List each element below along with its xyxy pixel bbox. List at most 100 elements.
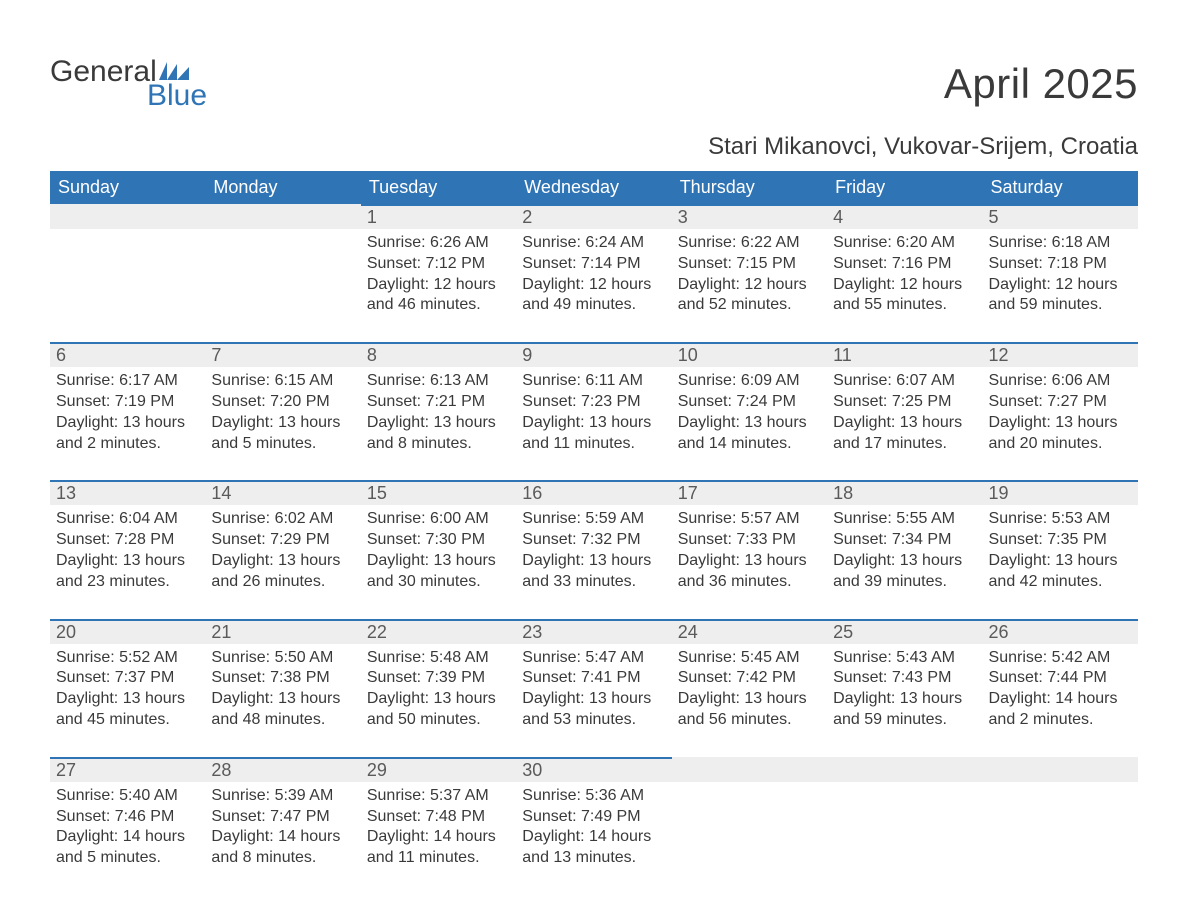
day-number: 27 [50, 757, 205, 782]
day-content: Sunrise: 6:26 AMSunset: 7:12 PMDaylight:… [361, 229, 516, 342]
day-content: Sunrise: 6:18 AMSunset: 7:18 PMDaylight:… [983, 229, 1138, 342]
day-number: 23 [516, 619, 671, 644]
daylight-line-2: and 20 minutes. [989, 434, 1132, 455]
day-content [50, 229, 205, 280]
day-content: Sunrise: 6:13 AMSunset: 7:21 PMDaylight:… [361, 367, 516, 480]
calendar-day-cell: 29Sunrise: 5:37 AMSunset: 7:48 PMDayligh… [361, 757, 516, 895]
sunset-line: Sunset: 7:15 PM [678, 254, 821, 275]
day-content: Sunrise: 5:59 AMSunset: 7:32 PMDaylight:… [516, 505, 671, 618]
calendar-header-row: SundayMondayTuesdayWednesdayThursdayFrid… [50, 171, 1138, 204]
sunset-line: Sunset: 7:42 PM [678, 668, 821, 689]
day-content: Sunrise: 6:00 AMSunset: 7:30 PMDaylight:… [361, 505, 516, 618]
daylight-line-1: Daylight: 13 hours [989, 551, 1132, 572]
day-content [672, 782, 827, 833]
daylight-line-1: Daylight: 13 hours [367, 413, 510, 434]
day-number [50, 204, 205, 229]
day-content: Sunrise: 5:57 AMSunset: 7:33 PMDaylight:… [672, 505, 827, 618]
calendar-day-cell: 15Sunrise: 6:00 AMSunset: 7:30 PMDayligh… [361, 480, 516, 618]
sunrise-line: Sunrise: 6:00 AM [367, 509, 510, 530]
daylight-line-2: and 33 minutes. [522, 572, 665, 593]
calendar-week-row: 20Sunrise: 5:52 AMSunset: 7:37 PMDayligh… [50, 619, 1138, 757]
daylight-line-2: and 5 minutes. [56, 848, 199, 869]
day-number: 25 [827, 619, 982, 644]
calendar-day-cell: 7Sunrise: 6:15 AMSunset: 7:20 PMDaylight… [205, 342, 360, 480]
daylight-line-2: and 53 minutes. [522, 710, 665, 731]
day-content: Sunrise: 5:42 AMSunset: 7:44 PMDaylight:… [983, 644, 1138, 757]
calendar-week-row: 1Sunrise: 6:26 AMSunset: 7:12 PMDaylight… [50, 204, 1138, 342]
sunset-line: Sunset: 7:43 PM [833, 668, 976, 689]
sunset-line: Sunset: 7:19 PM [56, 392, 199, 413]
sunrise-line: Sunrise: 5:53 AM [989, 509, 1132, 530]
day-content: Sunrise: 6:04 AMSunset: 7:28 PMDaylight:… [50, 505, 205, 618]
calendar-day-cell: 17Sunrise: 5:57 AMSunset: 7:33 PMDayligh… [672, 480, 827, 618]
daylight-line-1: Daylight: 12 hours [367, 275, 510, 296]
day-number: 2 [516, 204, 671, 229]
calendar-day-cell: 28Sunrise: 5:39 AMSunset: 7:47 PMDayligh… [205, 757, 360, 895]
daylight-line-1: Daylight: 13 hours [211, 413, 354, 434]
sunset-line: Sunset: 7:38 PM [211, 668, 354, 689]
daylight-line-2: and 8 minutes. [367, 434, 510, 455]
calendar-week-row: 13Sunrise: 6:04 AMSunset: 7:28 PMDayligh… [50, 480, 1138, 618]
day-number [983, 757, 1138, 782]
sunrise-line: Sunrise: 5:36 AM [522, 786, 665, 807]
calendar-day-cell [672, 757, 827, 895]
calendar-day-header: Sunday [50, 171, 205, 204]
day-number: 9 [516, 342, 671, 367]
sunrise-line: Sunrise: 6:24 AM [522, 233, 665, 254]
day-number: 14 [205, 480, 360, 505]
calendar-day-cell: 24Sunrise: 5:45 AMSunset: 7:42 PMDayligh… [672, 619, 827, 757]
sunrise-line: Sunrise: 6:26 AM [367, 233, 510, 254]
day-content [205, 229, 360, 280]
sunset-line: Sunset: 7:18 PM [989, 254, 1132, 275]
daylight-line-1: Daylight: 13 hours [367, 689, 510, 710]
sunset-line: Sunset: 7:24 PM [678, 392, 821, 413]
day-number [205, 204, 360, 229]
calendar-day-cell: 26Sunrise: 5:42 AMSunset: 7:44 PMDayligh… [983, 619, 1138, 757]
daylight-line-2: and 13 minutes. [522, 848, 665, 869]
calendar-day-cell: 5Sunrise: 6:18 AMSunset: 7:18 PMDaylight… [983, 204, 1138, 342]
calendar-day-cell: 2Sunrise: 6:24 AMSunset: 7:14 PMDaylight… [516, 204, 671, 342]
daylight-line-1: Daylight: 12 hours [989, 275, 1132, 296]
sunrise-line: Sunrise: 5:57 AM [678, 509, 821, 530]
calendar-day-cell: 6Sunrise: 6:17 AMSunset: 7:19 PMDaylight… [50, 342, 205, 480]
day-content: Sunrise: 5:36 AMSunset: 7:49 PMDaylight:… [516, 782, 671, 895]
day-content: Sunrise: 6:24 AMSunset: 7:14 PMDaylight:… [516, 229, 671, 342]
sunrise-line: Sunrise: 6:06 AM [989, 371, 1132, 392]
calendar-day-cell: 20Sunrise: 5:52 AMSunset: 7:37 PMDayligh… [50, 619, 205, 757]
daylight-line-1: Daylight: 13 hours [211, 689, 354, 710]
day-number: 15 [361, 480, 516, 505]
calendar-day-header: Tuesday [361, 171, 516, 204]
day-number: 29 [361, 757, 516, 782]
day-number: 11 [827, 342, 982, 367]
daylight-line-1: Daylight: 13 hours [522, 551, 665, 572]
daylight-line-1: Daylight: 13 hours [678, 689, 821, 710]
day-content: Sunrise: 5:43 AMSunset: 7:43 PMDaylight:… [827, 644, 982, 757]
day-number: 22 [361, 619, 516, 644]
daylight-line-1: Daylight: 13 hours [522, 689, 665, 710]
daylight-line-2: and 45 minutes. [56, 710, 199, 731]
daylight-line-2: and 5 minutes. [211, 434, 354, 455]
day-content: Sunrise: 6:22 AMSunset: 7:15 PMDaylight:… [672, 229, 827, 342]
calendar-day-cell: 4Sunrise: 6:20 AMSunset: 7:16 PMDaylight… [827, 204, 982, 342]
day-content: Sunrise: 5:55 AMSunset: 7:34 PMDaylight:… [827, 505, 982, 618]
calendar-day-header: Monday [205, 171, 360, 204]
day-number: 1 [361, 204, 516, 229]
daylight-line-1: Daylight: 13 hours [56, 413, 199, 434]
sunrise-line: Sunrise: 5:50 AM [211, 648, 354, 669]
day-number: 18 [827, 480, 982, 505]
calendar-day-header: Thursday [672, 171, 827, 204]
daylight-line-1: Daylight: 13 hours [833, 551, 976, 572]
sunset-line: Sunset: 7:32 PM [522, 530, 665, 551]
sunset-line: Sunset: 7:49 PM [522, 807, 665, 828]
day-content: Sunrise: 6:09 AMSunset: 7:24 PMDaylight:… [672, 367, 827, 480]
daylight-line-1: Daylight: 13 hours [833, 413, 976, 434]
sunset-line: Sunset: 7:25 PM [833, 392, 976, 413]
sunrise-line: Sunrise: 5:59 AM [522, 509, 665, 530]
sunrise-line: Sunrise: 6:13 AM [367, 371, 510, 392]
day-number: 24 [672, 619, 827, 644]
sunset-line: Sunset: 7:21 PM [367, 392, 510, 413]
sunset-line: Sunset: 7:14 PM [522, 254, 665, 275]
sunrise-line: Sunrise: 6:18 AM [989, 233, 1132, 254]
page-title: April 2025 [944, 60, 1138, 108]
sunrise-line: Sunrise: 6:17 AM [56, 371, 199, 392]
